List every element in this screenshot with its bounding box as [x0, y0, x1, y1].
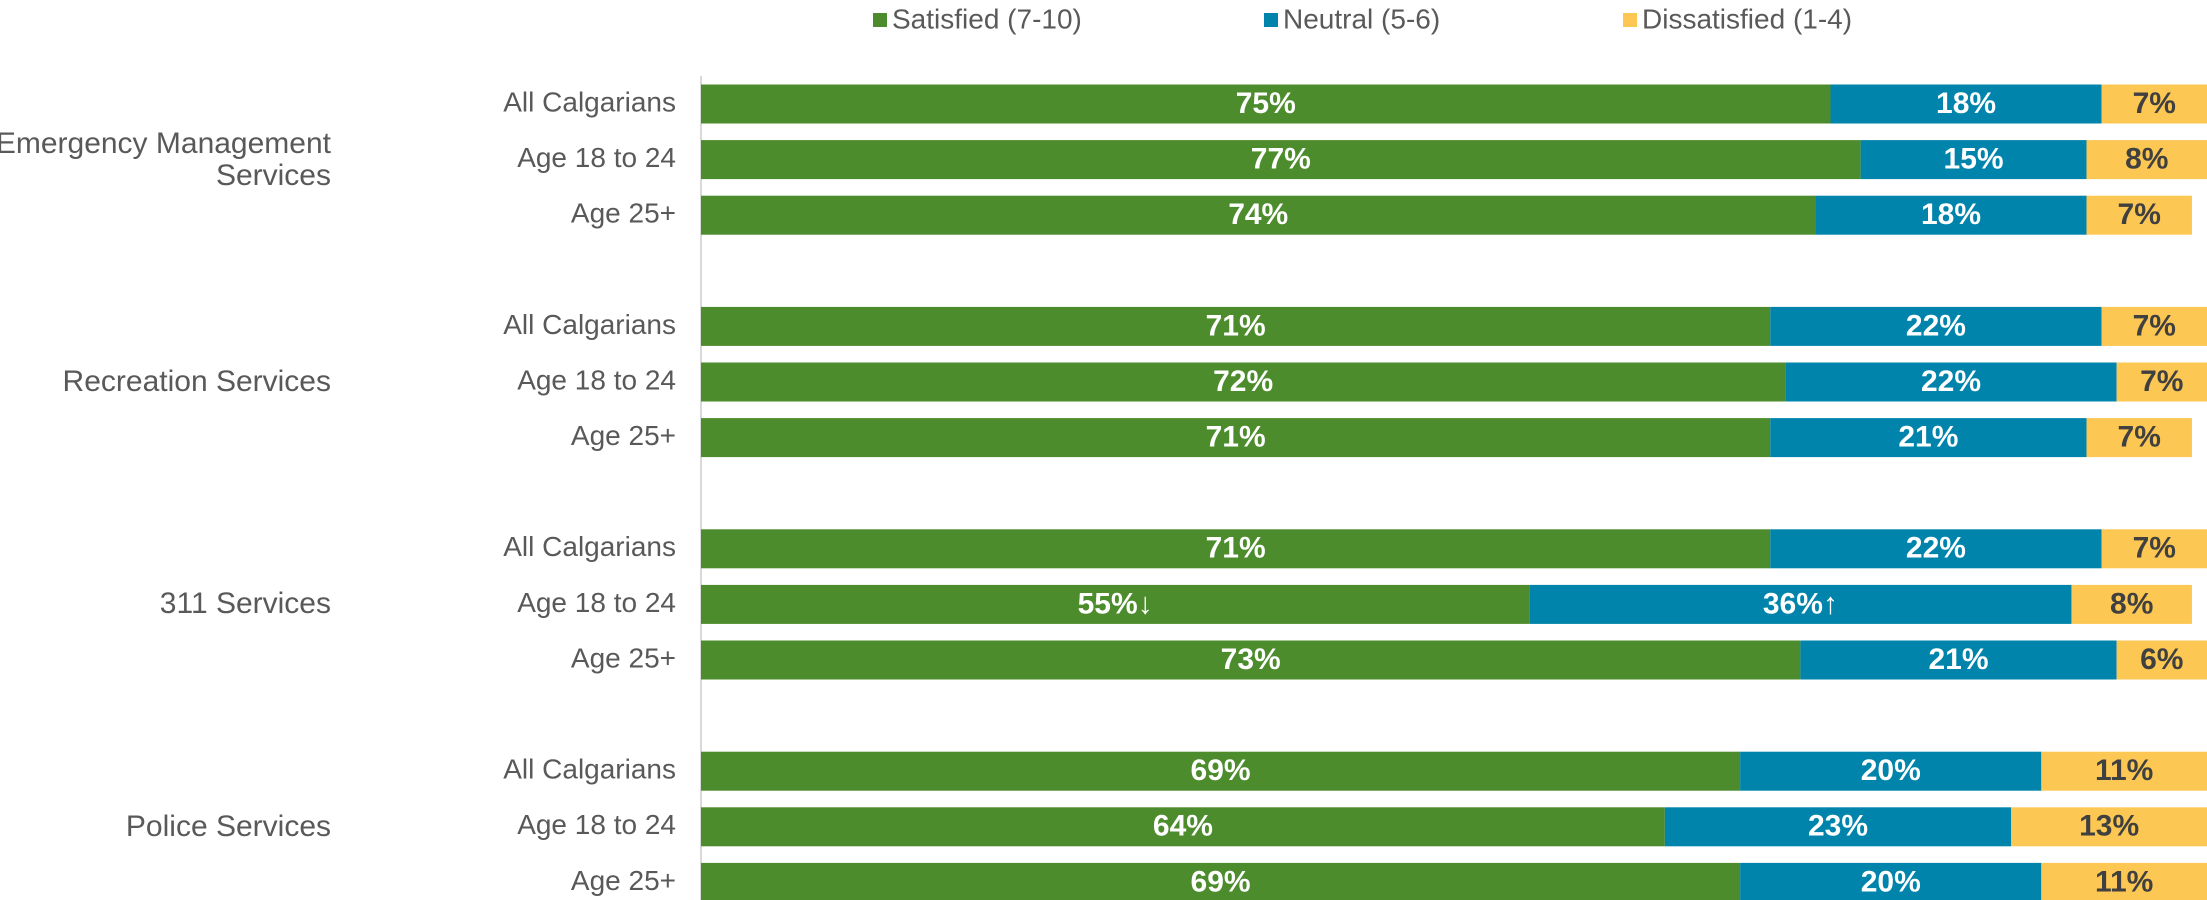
legend-swatch [873, 13, 887, 27]
bar-segment [701, 84, 1831, 124]
data-label: 8% [2110, 587, 2153, 620]
row-label: All Calgarians [503, 309, 676, 340]
group-label: Police Services [125, 809, 331, 843]
row-label: Age 18 to 24 [517, 587, 676, 618]
data-label: 21% [1898, 421, 1958, 454]
data-label: 73% [1221, 643, 1281, 676]
data-label: 7% [2133, 309, 2176, 342]
row-label: Age 25+ [571, 198, 676, 229]
bar-segment [2116, 362, 2207, 402]
bar-segment [2086, 418, 2192, 458]
data-label: 55%↓ [1078, 587, 1153, 620]
bar-segment [1800, 640, 2117, 680]
bar-segment [2041, 751, 2207, 791]
data-label: 77% [1251, 143, 1311, 176]
bar-segment [1770, 306, 2102, 346]
row-label: Age 25+ [571, 420, 676, 451]
data-label: 71% [1206, 532, 1266, 565]
bar-segment [1740, 751, 2042, 791]
row-label: Age 18 to 24 [517, 809, 676, 840]
legend-swatch [1264, 13, 1278, 27]
data-label: 6% [2140, 643, 2183, 676]
data-label: 7% [2118, 198, 2161, 231]
legend-label: Neutral (5-6) [1283, 3, 1440, 34]
data-label: 15% [1944, 143, 2004, 176]
bar-segment [701, 306, 1771, 346]
data-label: 18% [1936, 87, 1996, 120]
bar-segment [701, 584, 1530, 624]
data-label: 69% [1191, 754, 1251, 787]
row-label: Age 25+ [571, 642, 676, 673]
bar-segment [2086, 140, 2207, 180]
bar-segment [701, 862, 1741, 900]
bar-segment [701, 195, 1816, 235]
bar-segment [701, 529, 1771, 569]
bar-segment [2101, 529, 2207, 569]
bar-segment [1830, 84, 2102, 124]
data-label: 22% [1906, 309, 1966, 342]
group-label: 311 Services [159, 587, 331, 621]
data-label: 36%↑ [1763, 587, 1838, 620]
bar-segment [701, 140, 1861, 180]
row-label: Age 25+ [571, 865, 676, 896]
bar-segment [701, 751, 1741, 791]
data-label: 64% [1153, 810, 1213, 843]
data-label: 18% [1921, 198, 1981, 231]
data-label: 11% [2095, 754, 2153, 787]
row-label: Age 18 to 24 [517, 142, 676, 173]
bar-segment [2116, 640, 2207, 680]
data-label: 22% [1906, 532, 1966, 565]
data-label: 7% [2118, 421, 2161, 454]
bar-segment [701, 807, 1665, 847]
bar-segment [1770, 418, 2087, 458]
bar-segment [2071, 584, 2192, 624]
data-label: 8% [2125, 143, 2168, 176]
group-label: Emergency Management Services [0, 126, 331, 192]
data-label: 13% [2079, 810, 2139, 843]
bar-segment [1860, 140, 2087, 180]
data-label: 21% [1928, 643, 1988, 676]
data-label: 7% [2140, 365, 2183, 398]
bar-segment [701, 418, 1771, 458]
bar-segment [701, 362, 1786, 402]
legend-label: Satisfied (7-10) [892, 3, 1082, 34]
row-label: All Calgarians [503, 86, 676, 117]
data-label: 71% [1206, 309, 1266, 342]
row-label: All Calgarians [503, 754, 676, 785]
row-label: All Calgarians [503, 531, 676, 562]
bar-segment [1529, 584, 2072, 624]
bar-segment [701, 640, 1801, 680]
bar-segment [2101, 84, 2207, 124]
data-label: 69% [1191, 865, 1251, 898]
bar-segment [1740, 862, 2042, 900]
bar-segment [2011, 807, 2207, 847]
bar-segment [1785, 362, 2117, 402]
group-label: Recreation Services [62, 365, 331, 398]
data-label: 23% [1808, 810, 1868, 843]
data-label: 71% [1206, 421, 1266, 454]
bar-segment [2041, 862, 2207, 900]
bar-segment [2101, 306, 2207, 346]
legend-label: Dissatisfied (1-4) [1642, 3, 1852, 34]
data-label: 72% [1213, 365, 1273, 398]
data-label: 20% [1861, 865, 1921, 898]
row-label: Age 18 to 24 [517, 364, 676, 395]
data-label: 74% [1228, 198, 1288, 231]
data-label: 20% [1861, 754, 1921, 787]
bar-segment [2086, 195, 2192, 235]
data-label: 11% [2095, 865, 2153, 898]
legend-swatch [1623, 13, 1637, 27]
data-label: 7% [2133, 532, 2176, 565]
bar-segment [1664, 807, 2012, 847]
data-label: 22% [1921, 365, 1981, 398]
bar-segment [1770, 529, 2102, 569]
bar-segment [1815, 195, 2087, 235]
data-label: 75% [1236, 87, 1296, 120]
data-label: 7% [2133, 87, 2176, 120]
